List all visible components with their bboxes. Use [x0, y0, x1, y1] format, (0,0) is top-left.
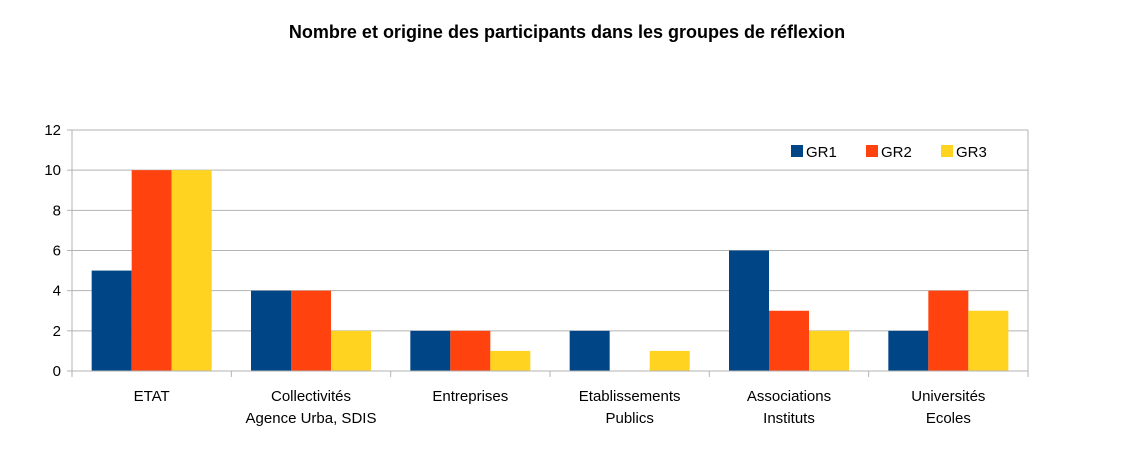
bar-gr2 — [131, 170, 172, 371]
x-category-label: ETAT — [134, 388, 170, 405]
y-tick-label: 0 — [53, 363, 61, 380]
bar-gr1 — [729, 250, 769, 371]
x-category-label: Ecoles — [926, 410, 971, 427]
x-category-label: Agence Urba, SDIS — [246, 410, 377, 427]
y-tick-label: 12 — [44, 122, 61, 139]
bars — [91, 170, 1009, 371]
x-category-label: Universités — [911, 388, 985, 405]
bar-gr3 — [968, 310, 1009, 371]
legend-label: GR1 — [806, 144, 837, 161]
y-tick-label: 4 — [53, 283, 61, 300]
y-tick-label: 8 — [53, 202, 61, 219]
bar-gr1 — [569, 330, 610, 371]
bar-gr2 — [928, 290, 969, 371]
x-category-label: Associations — [747, 388, 831, 405]
y-tick-label: 10 — [44, 162, 61, 179]
x-category-label: Publics — [605, 410, 653, 427]
legend-swatch — [941, 145, 953, 157]
bar-gr2 — [291, 290, 331, 371]
legend-swatch — [791, 145, 803, 157]
x-category-label: Instituts — [763, 410, 815, 427]
gridlines — [67, 129, 1028, 372]
bar-gr3 — [649, 350, 690, 371]
bar-gr3 — [171, 170, 212, 371]
bar-gr3 — [490, 350, 531, 371]
bar-gr2 — [769, 310, 809, 371]
bar-gr3 — [809, 330, 849, 371]
axes — [71, 130, 1029, 377]
legend-label: GR2 — [881, 144, 912, 161]
bar-gr1 — [91, 270, 132, 371]
bar-gr1 — [888, 330, 929, 371]
y-tick-label: 6 — [53, 243, 61, 260]
legend-label: GR3 — [956, 144, 987, 161]
legend: GR1 GR2 GR3 — [791, 144, 987, 161]
y-tick-label: 2 — [53, 323, 61, 340]
bar-gr1 — [251, 290, 291, 371]
x-axis-labels: ETAT Collectivités Agence Urba, SDIS Entrep… — [134, 388, 986, 427]
y-axis-ticks: 0 2 4 6 8 10 12 — [44, 122, 61, 380]
legend-swatch — [866, 145, 878, 157]
bar-gr1 — [410, 330, 451, 371]
x-category-label: Collectivités — [271, 388, 351, 405]
chart-title: Nombre et origine des participants dans … — [289, 22, 845, 42]
bar-gr2 — [450, 330, 491, 371]
x-category-label: Etablissements — [579, 388, 681, 405]
bar-gr3 — [331, 330, 371, 371]
x-category-label: Entreprises — [432, 388, 508, 405]
